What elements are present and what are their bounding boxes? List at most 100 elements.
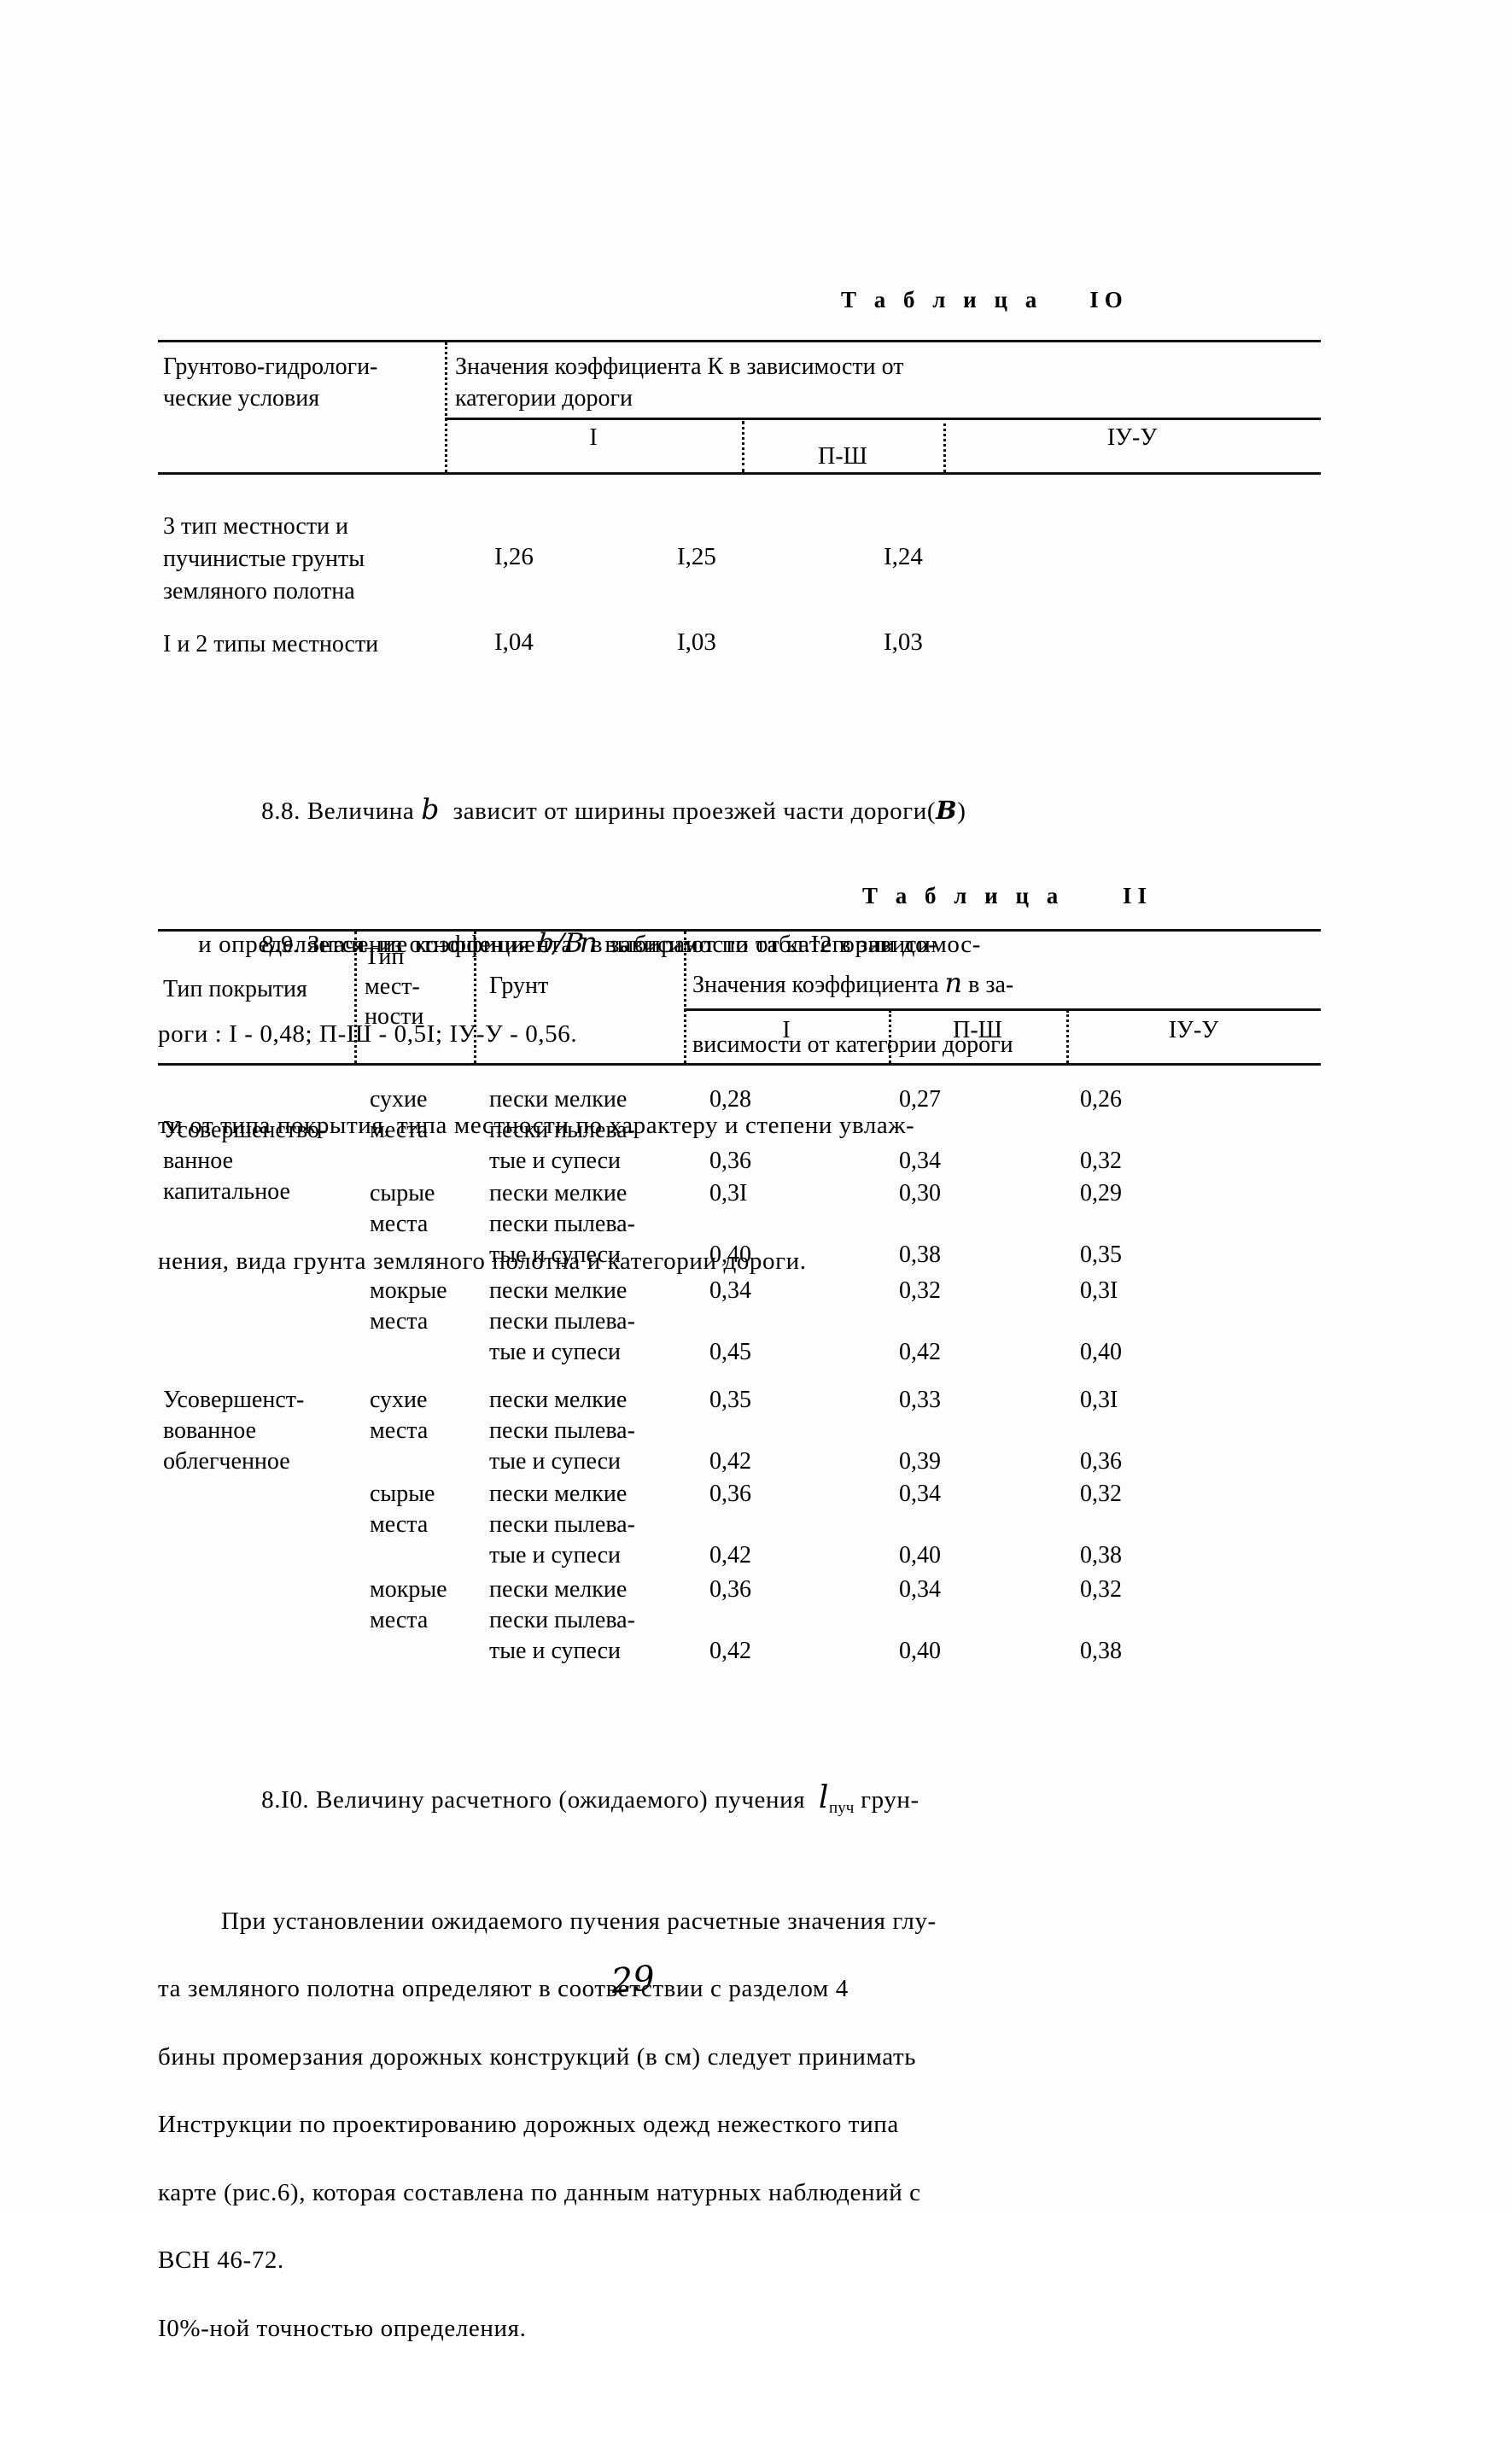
table11-g2-b2-r1-v1: 0,36 <box>709 1481 751 1507</box>
table11-group2-type: Усовершенст- вованное облегченное <box>163 1387 305 1475</box>
table10: Грунтово-гидрологи- ческие условия Значе… <box>158 340 1321 657</box>
table11-g1-b1-r2-v2: 0,34 <box>899 1148 941 1174</box>
table11-g2-b3-locality: мокрые места <box>370 1576 447 1633</box>
table11-header-vseparator-3 <box>684 932 686 1063</box>
table10-row1-value-1: I,26 <box>494 543 534 570</box>
table11-g1-b1-r1-v1: 0,28 <box>709 1086 751 1113</box>
table11-category-1: I <box>782 1017 791 1043</box>
table10-category-3: IУ-У <box>1106 424 1158 451</box>
table11-g1-b3-r1-soil: пески мелкие <box>489 1277 628 1304</box>
table10-caption: Т а б л и ц а IO <box>841 287 1129 313</box>
table10-category-2: П-Ш <box>818 443 867 470</box>
document-page: Т а б л и ц а IO Грунтово-гидрологи- чес… <box>158 287 1332 2342</box>
table11-header-values-part1: Значения коэффициента <box>692 972 945 998</box>
page-number: 29 <box>610 1958 657 2002</box>
table11-g1-b3-r2-v2: 0,42 <box>899 1339 941 1365</box>
table11-category-2: П-Ш <box>953 1017 1002 1043</box>
table11-g2-b3-r1-soil: пески мелкие <box>489 1576 628 1603</box>
table11-g1-b3-r1-v3: 0,3I <box>1080 1277 1118 1304</box>
paragraph-8-8: 8.8. Величина b зависит от ширины проезж… <box>158 651 1332 1148</box>
p810-var-subscript: пуч <box>829 1799 855 1817</box>
table10-col-separator-2 <box>943 418 946 472</box>
table11-g2-b3-r2-v2: 0,40 <box>899 1638 941 1664</box>
table11-g1-b2-r2-soil: пески пылева- тые и супеси <box>489 1211 635 1268</box>
p810-line3: Инструкции по проектированию дорожных од… <box>158 2111 899 2138</box>
table11-g2-b2-r2-v1: 0,42 <box>709 1542 751 1569</box>
p89-line1-part1: 8.9. Значение коэффициента <box>261 931 580 958</box>
p88-line2-part2: в зависимости от категории до- <box>584 931 937 958</box>
table10-header: Грунтово-гидрологи- ческие условия Значе… <box>158 342 1321 472</box>
table11-g2-b1-r2-v2: 0,39 <box>899 1448 941 1475</box>
table11-g2-b1-r1-soil: пески мелкие <box>489 1387 628 1413</box>
table10-header-subrule <box>445 418 1321 420</box>
pfinal-line4: I0%-ной точностью определения. <box>158 2315 527 2342</box>
table11-g1-b1-r2-v3: 0,32 <box>1080 1148 1122 1174</box>
p89-line3: нения, вида грунта земляного полотна и к… <box>158 1247 807 1275</box>
table11-g2-b1-r2-v1: 0,42 <box>709 1448 751 1475</box>
table11-g2-b1-r1-v3: 0,3I <box>1080 1387 1118 1413</box>
table11-g1-b1-r1-soil: пески мелкие <box>489 1086 628 1113</box>
p89-line1-part2: выбирают по табл.I2 в зависимос- <box>598 931 981 958</box>
table10-body: 3 тип местности и пучинистые грунты земл… <box>158 475 1321 657</box>
table11-g2-b1-r1-v2: 0,33 <box>899 1387 941 1413</box>
table10-row2-label: I и 2 типы местности <box>163 631 379 657</box>
table11-header-locality: Тип мест- ности <box>365 944 424 1030</box>
paragraph-final: При установлении ожидаемого пучения расч… <box>158 1808 1353 2442</box>
pfinal-line3: карте (рис.6), которая составлена по дан… <box>158 2179 921 2206</box>
table11-g2-b3-r1-v3: 0,32 <box>1080 1576 1122 1603</box>
table11-g2-b3-r1-v2: 0,34 <box>899 1576 941 1603</box>
table11-header-values-part2: в за- <box>962 972 1014 998</box>
table11-body: Усовершенство- ванное капитальное сухие … <box>158 1066 1321 1664</box>
table11-g2-b2-r1-v3: 0,32 <box>1080 1481 1122 1507</box>
table11-g2-b2-r2-v3: 0,38 <box>1080 1542 1122 1569</box>
table11-header-subrule <box>684 1008 1321 1011</box>
table11-g1-b2-r2-v2: 0,38 <box>899 1241 941 1268</box>
table11-g1-b3-r1-v2: 0,32 <box>899 1277 941 1304</box>
table11-g2-b2-r1-soil: пески мелкие <box>489 1481 628 1507</box>
table11-header-vseparator-2 <box>474 932 476 1063</box>
table11-g2-b3-r2-soil: пески пылева- тые и супеси <box>489 1607 635 1664</box>
table11-g1-b2-r1-v1: 0,3I <box>709 1180 748 1206</box>
table11-g1-b3-locality: мокрые места <box>370 1277 447 1335</box>
table10-row2-value-2: I,03 <box>677 628 716 656</box>
table11-col-separator-2 <box>1066 1010 1069 1063</box>
p88-line2-part1: и определяется из отношения <box>198 931 538 958</box>
paragraph-8-10: 8.I0. Величину расчетного (ожидаемого) п… <box>158 1639 1353 2374</box>
table11-g1-b1-r1-v2: 0,27 <box>899 1086 941 1113</box>
table11-g1-b2-r1-v2: 0,30 <box>899 1180 941 1206</box>
table11-g1-b2-r2-v3: 0,35 <box>1080 1241 1122 1268</box>
table11-g1-b2-locality: сырые места <box>370 1180 435 1237</box>
table11-header-soil: Грунт <box>489 973 549 999</box>
table11-g1-b3-r2-v3: 0,40 <box>1080 1339 1122 1365</box>
table11-g2-b3-r2-v1: 0,42 <box>709 1638 751 1664</box>
table11-g2-b1-r2-soil: пески пылева- тые и супеси <box>489 1417 635 1475</box>
table10-row1-value-2: I,25 <box>677 543 716 570</box>
table11-g2-b2-r1-v2: 0,34 <box>899 1481 941 1507</box>
table11-g1-b2-r1-soil: пески мелкие <box>489 1180 628 1206</box>
table11-g1-b3-r2-v1: 0,45 <box>709 1339 751 1365</box>
p88-line1-part2: зависит от ширины проезжей части дороги( <box>439 797 937 825</box>
table11: Тип покрытия Тип мест- ности Грунт Значе… <box>158 929 1321 1664</box>
table11-header-type: Тип покрытия <box>163 976 307 1002</box>
table11-g1-b2-r1-v3: 0,29 <box>1080 1180 1122 1206</box>
table11-g1-b1-r2-soil: пески пылева- тые и супеси <box>489 1117 635 1174</box>
table10-top-rule <box>158 340 1321 342</box>
table11-group1-type: Усовершенство- ванное капитальное <box>163 1117 328 1205</box>
p810-line2: та земляного полотна определяют в соотве… <box>158 1975 849 2002</box>
table11-g2-b3-r2-v3: 0,38 <box>1080 1638 1122 1664</box>
table11-header: Тип покрытия Тип мест- ности Грунт Значе… <box>158 932 1321 1063</box>
table11-caption: Т а б л и ц а II <box>862 883 1153 908</box>
table10-header-bottom-rule <box>158 472 1321 475</box>
table11-g2-b2-r2-soil: пески пылева- тые и супеси <box>489 1511 635 1569</box>
table11-g1-b3-r1-v1: 0,34 <box>709 1277 751 1304</box>
p88-line1-part3: ) <box>957 797 966 825</box>
p810-line1-part2: грун- <box>854 1786 919 1814</box>
table10-row2-value-1: I,04 <box>494 628 534 656</box>
table10-row1-value-3: I,24 <box>884 543 923 570</box>
table10-header-conditions: Грунтово-гидрологи- ческие условия <box>163 353 378 412</box>
table11-header-bottom-rule <box>158 1063 1321 1066</box>
table11-g2-b3-r1-v1: 0,36 <box>709 1576 751 1603</box>
table11-g2-b1-locality: сухие места <box>370 1387 429 1444</box>
table11-header-vseparator-1 <box>354 932 357 1063</box>
table11-g2-b1-r1-v1: 0,35 <box>709 1387 751 1413</box>
